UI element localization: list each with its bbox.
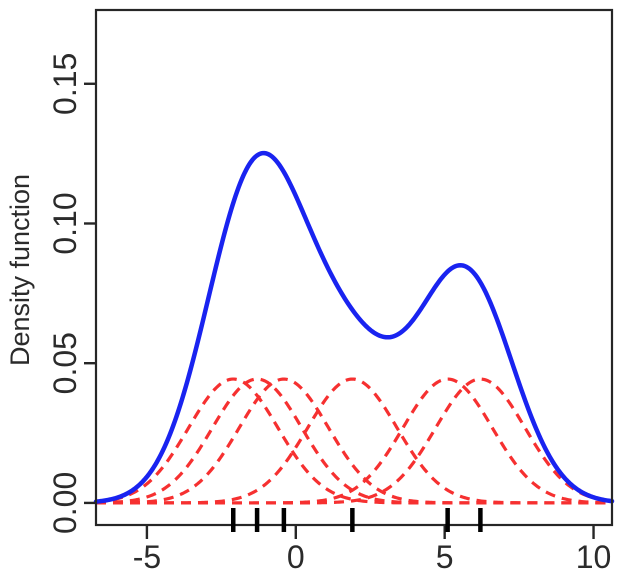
- kernel-curve-5: [96, 377, 613, 505]
- y-tick-label-1: 0.05: [47, 332, 83, 394]
- y-axis-title: Density function: [5, 174, 35, 366]
- plot-border: [94, 8, 614, 527]
- y-tick-label-3: 0.15: [47, 53, 83, 115]
- x-tick-label-1: 0: [287, 539, 305, 575]
- y-tick-label-2: 0.10: [47, 192, 83, 254]
- curves-layer: [93, 150, 615, 505]
- x-tick-label-0: -5: [133, 539, 161, 575]
- x-tick-label-3: 10: [576, 539, 612, 575]
- x-tick-label-2: 5: [436, 539, 454, 575]
- kernel-curve-2: [95, 377, 612, 505]
- axes-layer: -5 0 5 10 0.00 0.05 0.10 0.15: [47, 8, 614, 575]
- y-tick-label-0: 0.00: [47, 472, 83, 534]
- kernel-curve-1: [95, 377, 612, 505]
- kernel-curve-4: [96, 377, 613, 505]
- kde-curve: [93, 150, 615, 504]
